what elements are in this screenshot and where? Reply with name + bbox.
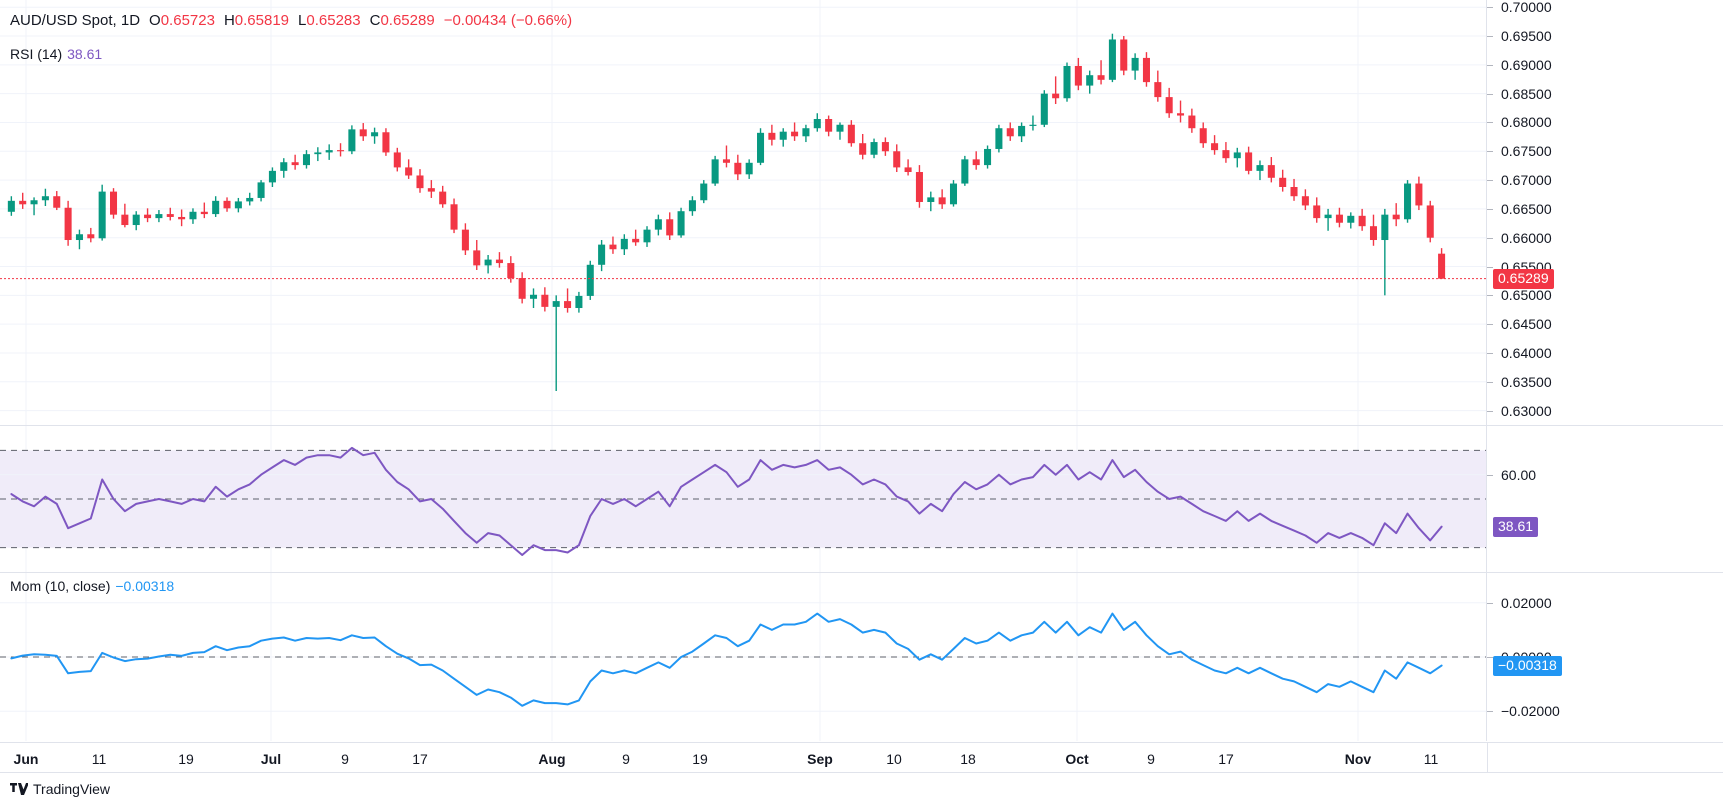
rsi-axis-tick: 60.00 [1501, 466, 1537, 483]
price-axis-tick: 0.67500 [1501, 143, 1552, 160]
time-axis-label: 18 [960, 751, 976, 767]
momentum-axis-tick-mark [1487, 657, 1493, 658]
price-axis-tick: 0.63500 [1501, 373, 1552, 390]
price-axis-tick-mark [1487, 64, 1493, 66]
price-axis-tick-mark [1487, 324, 1493, 326]
momentum-axis-tick: 0.02000 [1501, 594, 1552, 611]
time-axis-label: 19 [692, 751, 708, 767]
momentum-axis-tick: −0.02000 [1501, 703, 1560, 720]
time-axis-label: 17 [1218, 751, 1234, 767]
time-axis-label: 11 [1423, 751, 1439, 767]
momentum-title[interactable]: Mom (10, close) −0.00318 [10, 578, 174, 594]
time-axis-label: Jul [260, 751, 282, 767]
time-axis-label: 9 [1147, 751, 1155, 767]
rsi-axis-tick-mark [1487, 474, 1493, 476]
price-axis-tick-mark [1487, 122, 1493, 124]
price-axis-tick: 0.67000 [1501, 172, 1552, 189]
candlestick-series [0, 0, 1487, 425]
price-axis-tick-mark [1487, 295, 1493, 297]
time-axis-label: 9 [622, 751, 630, 767]
time-axis[interactable]: Jun 11 19 Jul 9 17 Aug 9 19 Sep 10 18 Oct 9 17 Nov 11 [0, 742, 1487, 773]
price-axis-tick: 0.70000 [1501, 0, 1552, 16]
price-pane: 0.70000 0.69500 0.69000 0.68500 0.68000 0.675… [0, 0, 1723, 425]
price-axis-tick-mark [1487, 36, 1493, 38]
time-axis-label: 9 [341, 751, 349, 767]
price-change: −0.00434 (−0.66%) [443, 12, 573, 29]
price-axis-tick-mark [1487, 237, 1493, 239]
time-axis-label: 19 [178, 751, 194, 767]
pane-divider-1 [0, 425, 1723, 426]
momentum-axis-tick-mark [1487, 602, 1493, 604]
ohlc-close: C0.65289 [369, 12, 435, 29]
price-axis[interactable]: 0.70000 0.69500 0.69000 0.68500 0.68000 0.675… [1486, 0, 1723, 425]
time-axis-label: 17 [412, 751, 428, 767]
ohlc-high: H0.65819 [223, 12, 290, 29]
price-axis-tick: 0.66000 [1501, 229, 1552, 246]
tradingview-logo[interactable]: TradingView [10, 781, 110, 797]
pane-divider-2 [0, 572, 1723, 573]
price-axis-tick-mark [1487, 410, 1493, 412]
price-axis-tick: 0.63000 [1501, 402, 1552, 419]
current-price-badge[interactable]: 0.65289 [1493, 268, 1554, 289]
bottom-divider [0, 772, 1723, 773]
chart-legend[interactable]: AUD/USD Spot, 1D O0.65723 H0.65819 L0.65283… [10, 12, 572, 29]
momentum-title-value: −0.00318 [115, 578, 175, 594]
rsi-plot[interactable] [0, 426, 1487, 572]
tradingview-wordmark: TradingView [33, 781, 111, 797]
momentum-axis-tick-mark [1487, 711, 1493, 713]
price-axis-tick-mark [1487, 7, 1493, 9]
price-axis-tick: 0.65000 [1501, 287, 1552, 304]
price-axis-tick-mark [1487, 93, 1493, 95]
price-axis-tick-mark [1487, 151, 1493, 153]
momentum-title-label: Mom (10, close) [10, 578, 111, 594]
ohlc-open: O0.65723 [149, 12, 215, 29]
rsi-pane: 60.00 38.61 [0, 426, 1723, 572]
rsi-title[interactable]: RSI (14) 38.61 [10, 46, 102, 62]
time-axis-label: Aug [538, 751, 566, 767]
time-axis-label: Oct [1065, 751, 1089, 767]
momentum-plot[interactable] [0, 573, 1487, 741]
rsi-value-badge[interactable]: 38.61 [1493, 516, 1539, 537]
symbol-title[interactable]: AUD/USD Spot, 1D [10, 12, 141, 29]
time-axis-label: Sep [807, 751, 833, 767]
momentum-value-badge[interactable]: −0.00318 [1493, 655, 1562, 676]
rsi-axis[interactable]: 60.00 38.61 [1486, 426, 1723, 572]
rsi-title-value: 38.61 [67, 46, 103, 62]
price-axis-tick: 0.64000 [1501, 344, 1552, 361]
time-axis-corner [1487, 742, 1723, 773]
price-axis-tick: 0.69500 [1501, 28, 1552, 45]
price-axis-tick-mark [1487, 208, 1493, 210]
price-axis-tick-mark [1487, 180, 1493, 182]
rsi-title-label: RSI (14) [10, 46, 63, 62]
rsi-series [0, 426, 1487, 572]
price-axis-tick: 0.64500 [1501, 316, 1552, 333]
price-axis-tick-mark [1487, 381, 1493, 383]
ohlc-low: L0.65283 [298, 12, 361, 29]
price-axis-tick: 0.68500 [1501, 85, 1552, 102]
price-axis-tick: 0.69000 [1501, 56, 1552, 73]
price-axis-tick: 0.66500 [1501, 200, 1552, 217]
price-plot[interactable] [0, 0, 1487, 425]
price-axis-tick-mark [1487, 266, 1493, 268]
tradingview-mark-icon [10, 783, 28, 795]
time-axis-label: Nov [1344, 751, 1372, 767]
time-axis-label: 10 [886, 751, 902, 767]
time-axis-label: Jun [13, 751, 39, 767]
time-axis-label: 11 [91, 751, 107, 767]
momentum-series [0, 573, 1487, 741]
price-axis-tick-mark [1487, 352, 1493, 354]
price-axis-tick: 0.68000 [1501, 114, 1552, 131]
